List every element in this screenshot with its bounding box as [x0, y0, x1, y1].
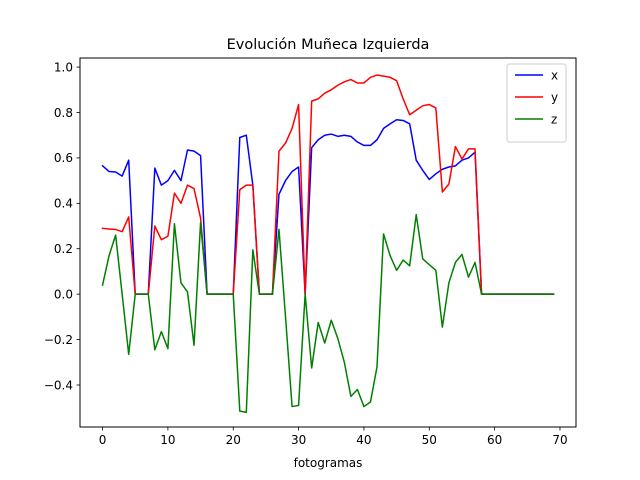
legend-label-z: z — [551, 112, 557, 126]
x-tick-label: 50 — [422, 433, 437, 447]
plot-frame — [79, 57, 577, 428]
y-tick-label: 0.6 — [54, 151, 73, 165]
x-tick-label: 30 — [291, 433, 306, 447]
series-group — [101, 74, 555, 413]
x-tick-label: 60 — [487, 433, 502, 447]
plot-background — [80, 58, 576, 427]
y-tick-label: −0.2 — [44, 333, 73, 347]
legend: xyz — [506, 63, 567, 143]
x-axis: 0 10 20 30 40 50 60 70 — [99, 427, 568, 447]
legend-label-x: x — [551, 68, 558, 82]
x-tick-label: 10 — [160, 433, 175, 447]
y-tick-label: −0.4 — [44, 378, 73, 392]
y-tick-label: 0.0 — [54, 287, 73, 301]
x-tick-label: 0 — [99, 433, 107, 447]
y-tick-label: 1.0 — [54, 60, 73, 74]
x-tick-label: 20 — [226, 433, 241, 447]
x-axis-label: fotogramas — [294, 456, 363, 470]
plot-area — [79, 57, 577, 428]
y-tick-label: 0.2 — [54, 242, 73, 256]
legend-label-y: y — [551, 90, 558, 104]
chart-title: Evolución Muñeca Izquierda — [227, 37, 430, 53]
series-line-z — [101, 213, 555, 413]
x-tick-label: 40 — [356, 433, 371, 447]
y-tick-label: 0.8 — [54, 106, 73, 120]
y-tick-label: 0.4 — [54, 197, 73, 211]
legend-box — [506, 63, 567, 143]
series-line-y — [101, 74, 555, 295]
x-tick-label: 70 — [552, 433, 567, 447]
y-axis: −0.4 −0.2 0.0 0.2 0.4 0.6 0.8 1.0 — [44, 60, 80, 392]
